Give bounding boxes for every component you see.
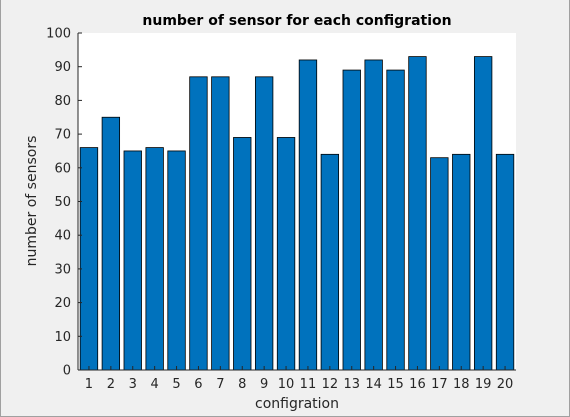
x-tick-label: 13 (343, 377, 360, 392)
bar-7 (211, 76, 230, 371)
bar-3 (123, 150, 142, 371)
y-tick-label: 70 (54, 128, 71, 143)
x-tick-label: 16 (409, 377, 426, 392)
bar-5 (167, 150, 186, 371)
x-tick-label: 7 (216, 377, 224, 392)
x-tick-label: 8 (238, 377, 246, 392)
x-tick-label: 18 (453, 377, 470, 392)
x-ticks-group: 1 2 3 4 5 6 7 8 9 10 11 12 13 14 15 16 17 18 19 20 (85, 366, 514, 392)
x-axis-label: configration (255, 396, 339, 412)
y-tick-label: 10 (54, 330, 71, 345)
x-tick-label: 1 (85, 377, 93, 392)
bar-12 (320, 153, 340, 371)
y-tick-label: 80 (54, 94, 71, 109)
bar-11 (298, 59, 318, 371)
x-tick-label: 5 (172, 377, 180, 392)
x-tick-label: 4 (151, 377, 159, 392)
y-tick-label: 60 (54, 161, 71, 176)
y-tick-label: 100 (46, 27, 71, 42)
bar-20 (495, 153, 515, 371)
x-tick-label: 2 (107, 377, 115, 392)
x-tick-label: 15 (387, 377, 404, 392)
bars-group (79, 56, 515, 371)
x-tick-label: 20 (497, 377, 514, 392)
bar-14 (364, 59, 383, 371)
y-tick-label: 40 (54, 229, 71, 244)
bar-6 (189, 76, 208, 371)
x-tick-label: 14 (365, 377, 382, 392)
x-tick-label: 12 (322, 377, 339, 392)
bar-15 (386, 69, 405, 371)
y-ticks-group: 0 10 20 30 40 50 60 70 80 90 100 (46, 27, 82, 379)
x-tick-label: 9 (260, 377, 268, 392)
bar-13 (342, 69, 361, 371)
bar-1 (79, 147, 99, 371)
x-tick-label: 17 (431, 377, 448, 392)
bar-8 (233, 137, 252, 371)
bar-9 (254, 76, 274, 371)
y-tick-label: 90 (54, 60, 71, 75)
bar-17 (430, 157, 449, 371)
y-tick-label: 30 (54, 262, 71, 277)
x-tick-label: 11 (300, 377, 317, 392)
bar-18 (452, 153, 471, 371)
y-tick-label: 50 (54, 195, 71, 210)
bar-4 (145, 147, 164, 371)
x-tick-label: 10 (278, 377, 295, 392)
chart-title: number of sensor for each configration (142, 13, 451, 29)
y-tick-label: 0 (63, 364, 71, 379)
bar-10 (276, 137, 296, 371)
y-tick-label: 20 (54, 296, 71, 311)
bar-19 (473, 56, 493, 371)
bar-2 (101, 116, 121, 371)
x-tick-label: 3 (129, 377, 137, 392)
x-tick-label: 19 (475, 377, 492, 392)
axes-background (78, 33, 516, 370)
bar-16 (408, 56, 427, 371)
x-tick-label: 6 (194, 377, 202, 392)
y-axis-label: number of sensors (24, 136, 40, 267)
